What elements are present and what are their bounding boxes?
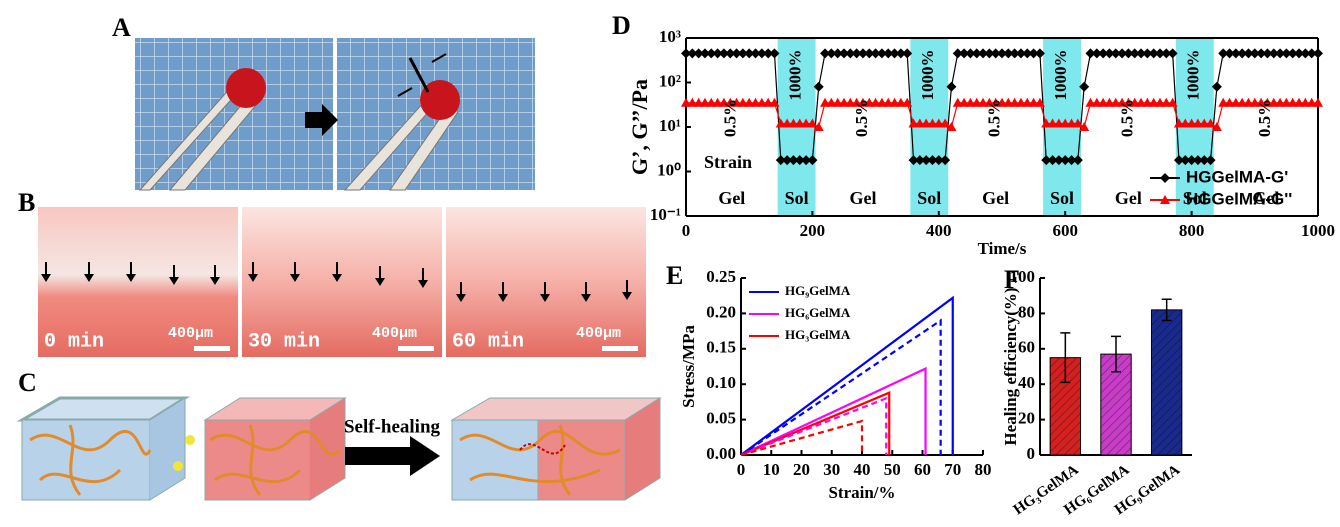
photo: [135, 38, 535, 190]
y-tick-label: 0.25: [706, 267, 736, 286]
x-tick-label: 30: [823, 460, 840, 479]
y-axis-label: Healing efficiency(%): [1001, 287, 1020, 445]
x-tick-label: 40: [854, 460, 871, 479]
y-tick-label: 40: [1018, 373, 1035, 392]
x-tick-label: 600: [1052, 221, 1078, 240]
x-tick-label: 0: [682, 221, 691, 240]
x-tick-label: 60: [914, 460, 931, 479]
phase-label: Sol: [1050, 188, 1074, 208]
strain-title: Strain: [704, 152, 752, 172]
x-tick-label: 50: [884, 460, 901, 479]
legend-marker: [1160, 173, 1170, 183]
y-tick-label: 0.20: [706, 302, 736, 321]
phase-label: Gel: [849, 188, 876, 208]
bar: [1151, 310, 1181, 455]
data-point: [1313, 48, 1323, 58]
figure: A B 0 min 30 min 60 min 400μm 400μm 400μ…: [0, 0, 1340, 527]
diagram: [22, 398, 660, 500]
y-tick-label: 10⁻¹: [650, 205, 681, 224]
x-tick-label: 200: [800, 221, 826, 240]
series-line: [741, 369, 926, 455]
strain-label: 1000%: [918, 50, 937, 101]
legend-label: HG₆GelMA: [785, 305, 851, 320]
strain-label: 1000%: [1184, 50, 1203, 101]
series-line: [741, 298, 953, 455]
panel-label: E: [666, 261, 683, 290]
phase-label: Gel: [982, 188, 1009, 208]
y-tick-label: 10²: [659, 71, 681, 90]
phase-label: Gel: [1115, 188, 1142, 208]
y-tick-label: 60: [1018, 338, 1035, 357]
scale-bar-label: 400μm: [168, 325, 213, 342]
page: A B 0 min 30 min 60 min 400μm 400μm 400μ…: [0, 0, 1340, 527]
panel-label: C: [18, 368, 37, 397]
x-axis-label: Time/s: [978, 239, 1027, 258]
strain-label: 1000%: [786, 50, 805, 101]
y-tick-label: 20: [1018, 409, 1035, 428]
y-tick-label: 10³: [659, 27, 681, 46]
series-line: [741, 398, 886, 455]
y-tick-label: 80: [1018, 302, 1035, 321]
strain-label: 0.5%: [721, 99, 740, 137]
scale-bar-label: 400μm: [372, 325, 417, 342]
strain-label: 1000%: [1051, 50, 1070, 101]
legend-label: HGGelMA-G': [1186, 167, 1288, 186]
scale-bar-label: 400μm: [576, 325, 621, 342]
time-label: 60 min: [452, 330, 524, 353]
y-axis-label: Stress/MPa: [679, 325, 698, 408]
phase-label: Sol: [917, 188, 941, 208]
x-tick-label: 80: [975, 460, 992, 479]
y-tick-label: 0: [1027, 444, 1036, 463]
x-tick-label: 0: [737, 460, 746, 479]
x-tick-label: 800: [1179, 221, 1205, 240]
x-tick-label: 400: [926, 221, 952, 240]
y-tick-label: 100: [1010, 267, 1036, 286]
strain-label: 0.5%: [852, 99, 871, 137]
strain-label: 0.5%: [1255, 99, 1274, 137]
x-tick-label: 20: [793, 460, 810, 479]
x-axis-label: Strain/%: [828, 483, 895, 502]
phase-label: Sol: [785, 188, 809, 208]
arrow-label: Self-healing: [344, 416, 441, 437]
time-label: 0 min: [44, 330, 104, 353]
x-tick-label: 1000: [1301, 221, 1335, 240]
y-axis-label: G’, G’’/Pa: [627, 79, 652, 175]
y-tick-label: 10⁰: [657, 160, 681, 179]
legend-label: HG₃GelMA: [785, 327, 851, 342]
x-tick-label: 70: [944, 460, 961, 479]
legend-label: HG₉GelMA: [785, 283, 851, 298]
panel-label: D: [612, 11, 631, 40]
strain-label: 0.5%: [1117, 99, 1136, 137]
x-tick-label: 10: [763, 460, 780, 479]
legend-label: HGGelMA-G'': [1186, 189, 1292, 208]
micrograph: [38, 207, 646, 357]
y-tick-label: 10¹: [659, 116, 681, 135]
y-tick-label: 0.10: [706, 373, 736, 392]
panel-label: A: [112, 13, 131, 42]
y-tick-label: 0.00: [706, 444, 736, 463]
time-label: 30 min: [248, 330, 320, 353]
phase-label: Gel: [718, 188, 745, 208]
strain-label: 0.5%: [985, 99, 1004, 137]
y-tick-label: 0.15: [706, 338, 736, 357]
panel-label: B: [18, 188, 35, 217]
y-tick-label: 0.05: [706, 409, 736, 428]
